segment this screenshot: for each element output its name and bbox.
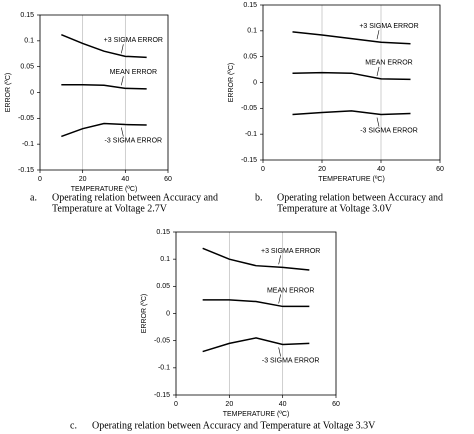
y-tick-label: 0.15 xyxy=(20,12,34,19)
y-tick-label: 0.1 xyxy=(247,28,257,35)
annotation-arrow xyxy=(278,347,281,357)
x-tick-label: 20 xyxy=(318,166,326,173)
y-tick-label: -0.1 xyxy=(245,131,257,138)
annotation-arrow xyxy=(121,44,124,54)
series-label: +3 SIGMA ERROR xyxy=(359,23,418,30)
annotation-arrow xyxy=(121,76,124,86)
y-tick-label: 0.15 xyxy=(156,229,170,236)
annotation-arrow xyxy=(278,294,281,304)
x-tick-label: 40 xyxy=(279,401,287,408)
annotation-arrow xyxy=(121,127,124,137)
series-label: +3 SIGMA ERROR xyxy=(261,248,320,255)
y-tick-label: 0.1 xyxy=(24,38,34,45)
y-tick-label: 0.05 xyxy=(20,64,34,71)
annotation-arrow xyxy=(376,117,380,127)
y-tick-label: 0.15 xyxy=(243,2,257,9)
y-tick-label: 0 xyxy=(30,89,34,96)
y-tick-label: -0.05 xyxy=(241,105,257,112)
y-axis-label: ERROR (ºC) xyxy=(228,63,235,103)
y-tick-label: -0.15 xyxy=(18,167,34,174)
data-line xyxy=(61,33,147,59)
caption-line: Temperature at Voltage 2.7V xyxy=(52,203,168,214)
series-label: -3 SIGMA ERROR xyxy=(360,127,418,134)
x-tick-label: 60 xyxy=(164,176,172,183)
x-tick-label: 40 xyxy=(377,166,385,173)
y-tick-label: -0.15 xyxy=(241,157,257,164)
annotation-arrow xyxy=(376,66,380,76)
y-tick-label: 0.05 xyxy=(243,54,257,61)
x-tick-label: 0 xyxy=(174,401,178,408)
series-label: +3 SIGMA ERROR xyxy=(104,37,163,44)
plot-frame xyxy=(262,4,441,161)
y-tick-label: 0.05 xyxy=(156,283,170,290)
data-line xyxy=(292,110,411,116)
y-tick-label: -0.1 xyxy=(158,365,170,372)
x-tick-label: 0 xyxy=(38,176,42,183)
caption-label: b. xyxy=(255,192,263,203)
annotation-arrow xyxy=(376,30,380,40)
x-tick-label: 40 xyxy=(121,176,129,183)
caption-label: c. xyxy=(70,420,77,431)
y-tick-label: 0.1 xyxy=(160,256,170,263)
x-tick-label: 60 xyxy=(436,166,444,173)
caption-line: Operating relation between Accuracy and xyxy=(277,192,443,203)
x-tick-label: 20 xyxy=(225,401,233,408)
y-tick-label: -0.15 xyxy=(154,392,170,399)
x-axis-label: TEMPERATURE (ºC) xyxy=(318,176,385,183)
series-label: -3 SIGMA ERROR xyxy=(105,137,163,144)
x-tick-label: 60 xyxy=(332,401,340,408)
caption-label: a. xyxy=(30,192,37,203)
data-line xyxy=(61,84,147,90)
data-line xyxy=(202,337,310,353)
series-label: MEAN ERROR xyxy=(365,60,412,67)
data-line xyxy=(202,299,310,308)
x-tick-label: 20 xyxy=(79,176,87,183)
series-label: -3 SIGMA ERROR xyxy=(262,357,320,364)
series-label: MEAN ERROR xyxy=(267,287,314,294)
caption-line: Operating relation between Accuracy and xyxy=(52,192,218,203)
y-tick-label: 0 xyxy=(253,79,257,86)
x-axis-label: TEMPERATURE (ºC) xyxy=(71,186,138,193)
data-line xyxy=(61,122,147,138)
plot-frame xyxy=(39,14,169,171)
y-tick-label: -0.1 xyxy=(22,141,34,148)
y-axis-label: ERROR (ºC) xyxy=(141,294,148,334)
y-axis-label: ERROR (ºC) xyxy=(5,73,12,113)
annotation-arrow xyxy=(278,255,281,265)
x-axis-label: TEMPERATURE (ºC) xyxy=(223,411,290,418)
caption-line: Temperature at Voltage 3.0V xyxy=(277,203,393,214)
x-tick-label: 0 xyxy=(261,166,265,173)
caption-line: Operating relation between Accuracy and … xyxy=(92,420,376,431)
series-label: MEAN ERROR xyxy=(110,69,157,76)
data-line xyxy=(202,247,310,271)
data-line xyxy=(292,71,411,81)
y-tick-label: -0.05 xyxy=(154,338,170,345)
plot-frame xyxy=(175,231,337,396)
y-tick-label: -0.05 xyxy=(18,115,34,122)
y-tick-label: 0 xyxy=(166,310,170,317)
data-line xyxy=(292,31,411,45)
